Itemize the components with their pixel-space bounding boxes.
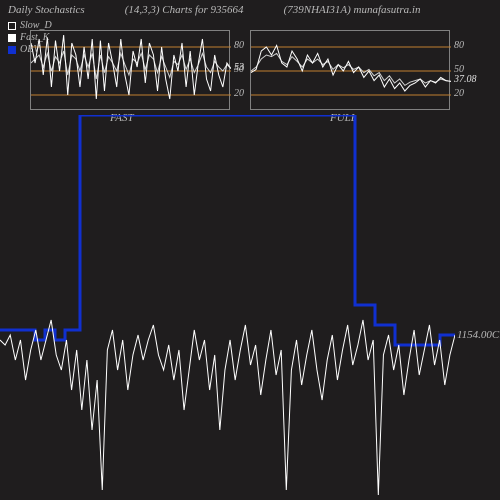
close-price-label: 1154.00Close (457, 329, 500, 341)
title-right: (739NHAI31A) munafasutra.in (284, 4, 421, 16)
legend-box-icon (8, 46, 16, 54)
end-value-label: 53 (234, 62, 244, 73)
title-left: Daily Stochastics (8, 4, 85, 16)
subplot-fast (30, 30, 230, 110)
legend-box-icon (8, 22, 16, 30)
title-mid: (14,3,3) Charts for 935664 (125, 4, 244, 16)
chart-header: Daily Stochastics (14,3,3) Charts for 93… (8, 4, 492, 16)
tick-label: 20 (234, 88, 244, 99)
chart-svg-full (251, 31, 451, 111)
tick-label: 80 (454, 40, 464, 51)
legend-box-icon (8, 34, 16, 42)
tick-label: 80 (234, 40, 244, 51)
chart-container: Daily Stochastics (14,3,3) Charts for 93… (0, 0, 500, 500)
chart-svg-fast (31, 31, 231, 111)
subplot-full (250, 30, 450, 110)
tick-label: 20 (454, 88, 464, 99)
main-chart-svg (0, 115, 455, 500)
end-value-label: 37.08 (454, 74, 477, 85)
